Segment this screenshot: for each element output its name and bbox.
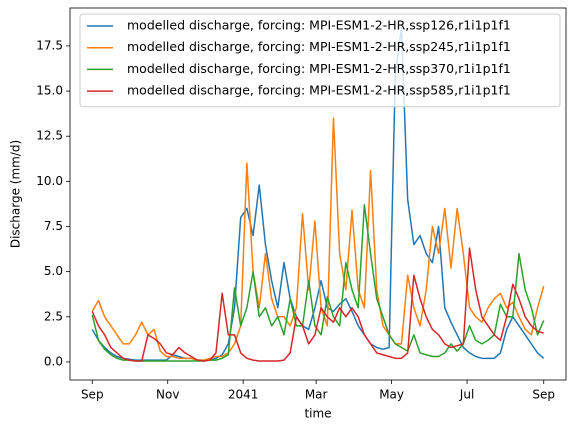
x-tick-label: Mar	[305, 388, 328, 402]
x-tick-label: Jul	[459, 388, 474, 402]
legend-label: modelled discharge, forcing: MPI-ESM1-2-…	[127, 39, 511, 54]
legend-label: modelled discharge, forcing: MPI-ESM1-2-…	[127, 83, 511, 98]
y-tick-label: 12.5	[36, 129, 63, 143]
y-tick-label: 5.0	[44, 264, 63, 278]
legend-label: modelled discharge, forcing: MPI-ESM1-2-…	[127, 61, 511, 76]
x-tick-label: Sep	[532, 388, 555, 402]
plot-frame	[69, 7, 567, 381]
x-axis-label: time	[304, 407, 331, 421]
y-tick-label: 15.0	[36, 84, 63, 98]
legend-label: modelled discharge, forcing: MPI-ESM1-2-…	[127, 18, 511, 33]
y-tick-label: 17.5	[36, 38, 63, 52]
series-line	[91, 27, 545, 361]
x-tick-label: Nov	[156, 388, 179, 402]
x-tick-label: 2041	[228, 388, 259, 402]
y-tick-label: 7.5	[44, 219, 63, 233]
y-tick-label: 10.0	[36, 174, 63, 188]
series-line	[91, 247, 544, 362]
x-tick-label: May	[379, 388, 404, 402]
y-tick-label: 0.0	[44, 354, 63, 368]
series-line	[91, 117, 545, 361]
y-tick-label: 2.5	[44, 309, 63, 323]
series-line	[91, 204, 545, 362]
legend-box	[79, 13, 561, 108]
x-tick-label: Sep	[81, 388, 104, 402]
legend: modelled discharge, forcing: MPI-ESM1-2-…	[79, 13, 561, 108]
y-axis-label: Discharge (mm/d)	[9, 140, 23, 248]
